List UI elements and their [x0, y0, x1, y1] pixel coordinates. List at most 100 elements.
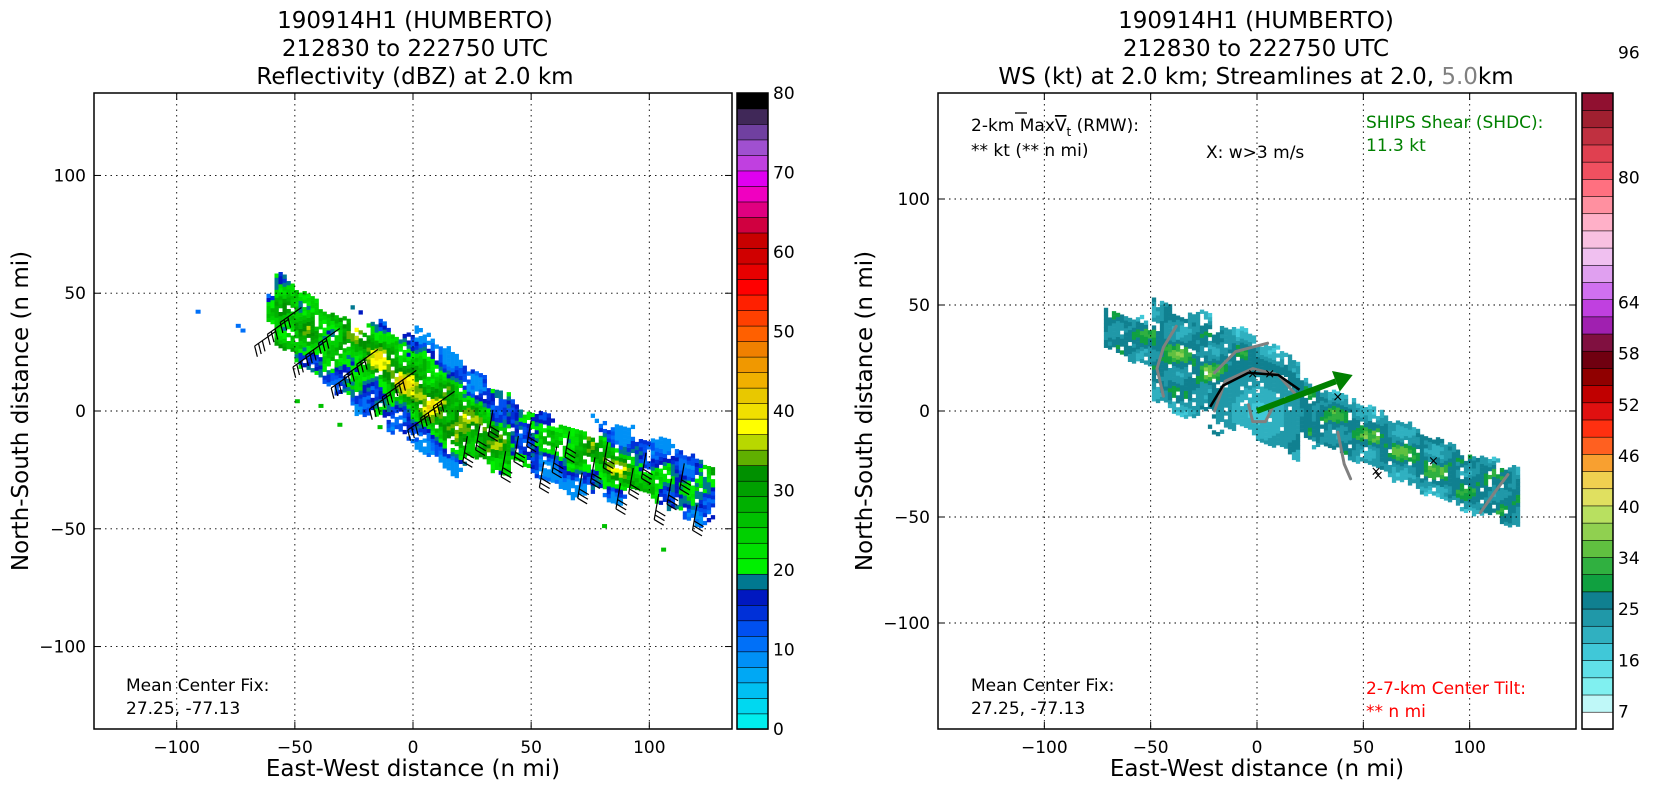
- windspeed-cell: [1179, 396, 1185, 402]
- windspeed-cell: [1207, 384, 1213, 390]
- windspeed-cell: [1271, 347, 1277, 353]
- reflectivity-cell: [546, 469, 551, 474]
- windspeed-cell: [1475, 465, 1481, 471]
- reflectivity-cell: [410, 418, 415, 424]
- windspeed-cell: [1347, 428, 1353, 433]
- windspeed-cell: [1107, 321, 1113, 326]
- reflectivity-cell: [682, 515, 688, 520]
- reflectivity-cell: [350, 365, 355, 370]
- windspeed-cell: [1207, 340, 1213, 346]
- reflectivity-cell: [446, 346, 451, 351]
- streamline: [1247, 403, 1276, 424]
- reflectivity-cell: [374, 344, 379, 349]
- reflectivity-cell: [594, 462, 600, 468]
- windspeed-cell: [1239, 366, 1245, 371]
- windspeed-cell: [1515, 522, 1521, 527]
- reflectivity-cell: [610, 435, 616, 440]
- reflectivity-cell: [314, 310, 319, 315]
- reflectivity-cell: [514, 412, 519, 417]
- windspeed-cell: [1151, 305, 1157, 310]
- reflectivity-cell: [530, 464, 535, 470]
- reflectivity-cell: [330, 356, 335, 361]
- wind-barb-flag: [527, 436, 539, 444]
- windspeed-cell: [1515, 514, 1521, 519]
- reflectivity-cell: [658, 500, 664, 505]
- reflectivity-cell: [322, 379, 327, 384]
- reflectivity-cell: [438, 354, 443, 359]
- windspeed-cell: [1439, 462, 1445, 468]
- reflectivity-cell: [430, 358, 435, 363]
- windspeed-cell: [1363, 426, 1369, 432]
- windspeed-cell: [1399, 430, 1405, 435]
- right-maxvt-label: 2-km MaxVt (RMW):: [971, 116, 1139, 139]
- reflectivity-cell: [658, 492, 664, 497]
- reflectivity-cell: [698, 495, 704, 501]
- windspeed-cell: [1231, 390, 1237, 396]
- reflectivity-cell: [286, 281, 291, 286]
- reflectivity-cell: [594, 454, 600, 460]
- windspeed-cell: [1443, 464, 1449, 469]
- reflectivity-cell: [634, 469, 640, 475]
- reflectivity-cell: [314, 306, 319, 311]
- reflectivity-cell: [326, 374, 331, 379]
- reflectivity-cell: [682, 491, 688, 496]
- reflectivity-cell: [330, 376, 335, 381]
- wind-barb-flag: [603, 462, 614, 470]
- reflectivity-cell: [354, 399, 359, 405]
- windspeed-cell: [1347, 452, 1353, 457]
- reflectivity-cell: [334, 323, 339, 328]
- windspeed-cell: [1259, 414, 1265, 419]
- reflectivity-cell: [438, 362, 443, 367]
- reflectivity-cell: [422, 446, 427, 451]
- windspeed-cell: [1471, 480, 1477, 485]
- reflectivity-cell: [586, 480, 592, 485]
- windspeed-cell: [1443, 444, 1449, 449]
- reflectivity-cell: [694, 510, 700, 515]
- reflectivity-cell: [426, 388, 431, 394]
- left-colorbar-swatch: [736, 216, 769, 234]
- reflectivity-cell: [466, 411, 471, 416]
- reflectivity-cell: [402, 353, 407, 359]
- reflectivity-cell: [446, 462, 451, 467]
- reflectivity-cell: [438, 430, 443, 435]
- reflectivity-cell: [406, 364, 411, 369]
- windspeed-cell: [1219, 405, 1225, 411]
- reflectivity-cell: [490, 432, 495, 438]
- windspeed-cell: [1163, 346, 1169, 351]
- reflectivity-cell: [574, 477, 580, 482]
- windspeed-cell: [1331, 393, 1337, 398]
- reflectivity-cell: [410, 378, 415, 384]
- reflectivity-cell: [278, 291, 283, 297]
- reflectivity-cell: [310, 332, 315, 337]
- reflectivity-cell: [686, 476, 692, 481]
- windspeed-cell: [1323, 426, 1329, 431]
- windspeed-cell: [1431, 483, 1437, 488]
- windspeed-cell: [1355, 415, 1361, 420]
- windspeed-cell: [1171, 357, 1177, 362]
- reflectivity-cell: [478, 417, 483, 422]
- windspeed-cell: [1163, 374, 1169, 379]
- reflectivity-cell: [578, 482, 584, 487]
- windspeed-cell: [1407, 477, 1413, 482]
- reflectivity-cell: [498, 446, 503, 451]
- reflectivity-cell: [362, 348, 367, 354]
- windspeed-cell: [1403, 459, 1409, 464]
- windspeed-cell: [1323, 430, 1329, 435]
- windspeed-cell: [1487, 466, 1493, 472]
- reflectivity-cell: [410, 394, 415, 400]
- reflectivity-cell: [490, 448, 495, 454]
- windspeed-cell: [1191, 346, 1197, 351]
- wind-barb-flag: [527, 441, 538, 448]
- reflectivity-cell: [406, 376, 411, 381]
- reflectivity-cell: [442, 420, 447, 425]
- reflectivity-cell: [478, 397, 483, 402]
- reflectivity-cell: [586, 464, 592, 469]
- reflectivity-cell: [546, 461, 551, 466]
- right-title-line-3-prefix: WS (kt) at 2.0 km; Streamlines at 2.0,: [998, 64, 1441, 90]
- reflectivity-cell: [394, 404, 399, 410]
- windspeed-cell: [1295, 377, 1301, 383]
- reflectivity-cell: [638, 483, 644, 488]
- reflectivity-cell: [570, 440, 576, 445]
- reflectivity-cell: [426, 444, 431, 450]
- right-ships-label: SHIPS Shear (SHDC):: [1366, 113, 1543, 133]
